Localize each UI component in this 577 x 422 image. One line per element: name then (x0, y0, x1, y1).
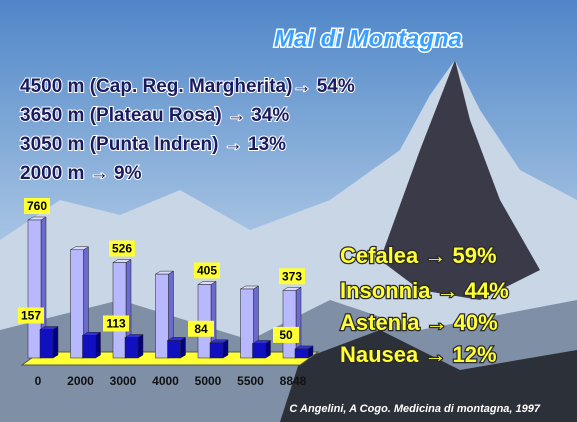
altitude-line: 3650 m (Plateau Rosa) → 34% (20, 105, 289, 126)
value-label: 157 (21, 309, 41, 323)
title: Mal di Montagna (274, 25, 462, 52)
symptom: Cefalea → 59% (340, 243, 497, 268)
value-label: 84 (194, 322, 208, 336)
bar (83, 335, 96, 358)
bar-side (138, 334, 143, 358)
symptom: Insonnia → 44% (340, 278, 509, 303)
bar (113, 262, 126, 358)
bar (156, 274, 169, 358)
value-label: 526 (112, 242, 132, 256)
bar (168, 340, 181, 358)
value-label: 113 (106, 317, 126, 331)
x-tick-label: 8848 (280, 374, 307, 388)
bar (241, 289, 254, 358)
x-tick-label: 0 (35, 374, 42, 388)
page: {"slide":{"title":"Mal di Montagna", "al… (0, 0, 577, 422)
slide: Mal di Montagna 4500 m (Cap. Reg. Marghe… (0, 0, 577, 422)
x-tick-label: 2000 (67, 374, 94, 388)
bar (283, 290, 296, 358)
bar-side (181, 337, 186, 358)
value-label: 50 (279, 328, 293, 342)
x-tick-label: 3000 (110, 374, 137, 388)
bar-side (96, 332, 101, 358)
bar (210, 343, 223, 358)
bar (253, 343, 266, 358)
bar (71, 250, 84, 358)
value-label: 405 (197, 264, 217, 278)
symptom: Nausea → 12% (340, 342, 497, 367)
bar-side (53, 326, 58, 358)
bar (125, 337, 138, 358)
x-tick-label: 5000 (195, 374, 222, 388)
x-tick-label: 5500 (237, 374, 264, 388)
value-label: 760 (27, 199, 47, 213)
symptom: Astenia → 40% (340, 310, 498, 335)
altitude-line: 3050 m (Punta Indren) → 13% (20, 134, 286, 155)
bar (295, 349, 308, 358)
citation: C Angelini, A Cogo. Medicina di montagna… (289, 403, 540, 415)
x-tick-label: 4000 (152, 374, 179, 388)
altitude-line: 4500 m (Cap. Reg. Margherita)→ 54% (20, 76, 355, 97)
bar (40, 329, 53, 358)
value-label: 373 (282, 269, 302, 283)
altitude-line: 2000 m → 9% (20, 163, 142, 184)
bar (28, 220, 41, 358)
